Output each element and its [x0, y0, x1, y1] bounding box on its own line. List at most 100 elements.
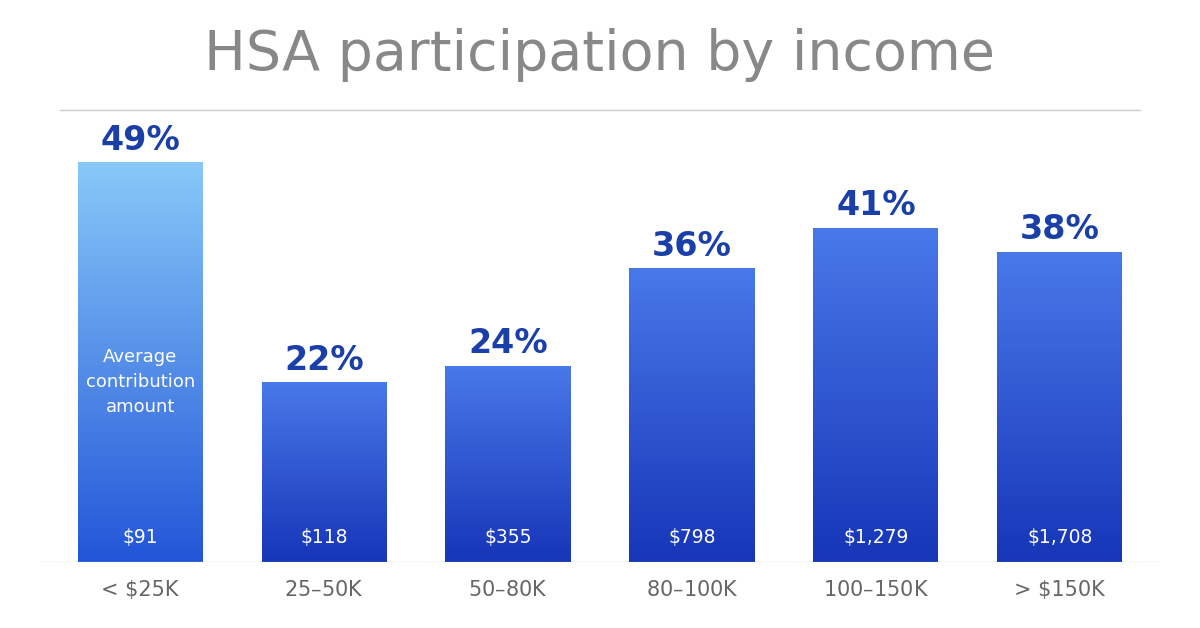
Bar: [445, 426, 570, 427]
Bar: [262, 467, 386, 468]
Bar: [630, 346, 755, 348]
Bar: [78, 528, 203, 530]
Bar: [445, 485, 570, 487]
Bar: [262, 437, 386, 438]
Bar: [997, 474, 1122, 475]
Bar: [445, 401, 570, 403]
Bar: [814, 472, 938, 473]
Bar: [78, 304, 203, 306]
Bar: [997, 529, 1122, 531]
Bar: [997, 455, 1122, 457]
Bar: [262, 496, 386, 497]
Bar: [262, 515, 386, 516]
Bar: [814, 441, 938, 443]
Bar: [78, 314, 203, 316]
Bar: [445, 465, 570, 466]
Bar: [262, 546, 386, 548]
Bar: [630, 519, 755, 521]
Bar: [814, 548, 938, 550]
Bar: [814, 335, 938, 336]
Bar: [814, 493, 938, 495]
Bar: [445, 438, 570, 440]
Bar: [997, 335, 1122, 337]
Bar: [78, 224, 203, 226]
Bar: [630, 286, 755, 288]
Bar: [262, 534, 386, 536]
Bar: [262, 382, 386, 383]
Bar: [262, 435, 386, 436]
Bar: [814, 306, 938, 308]
Bar: [262, 501, 386, 502]
Bar: [262, 538, 386, 539]
Bar: [997, 436, 1122, 438]
Bar: [262, 506, 386, 507]
Bar: [445, 457, 570, 458]
Bar: [814, 448, 938, 450]
Bar: [630, 324, 755, 325]
Bar: [78, 494, 203, 496]
Bar: [78, 416, 203, 418]
Bar: [78, 394, 203, 396]
Bar: [445, 394, 570, 396]
Bar: [814, 257, 938, 259]
Bar: [445, 376, 570, 377]
Bar: [630, 371, 755, 372]
Bar: [78, 362, 203, 364]
Bar: [262, 472, 386, 473]
Bar: [445, 491, 570, 492]
Bar: [262, 421, 386, 422]
Text: 49%: 49%: [101, 124, 180, 157]
Bar: [630, 548, 755, 550]
Bar: [630, 507, 755, 509]
Bar: [262, 431, 386, 433]
Bar: [78, 506, 203, 508]
Bar: [445, 556, 570, 557]
Bar: [445, 405, 570, 406]
Bar: [814, 384, 938, 386]
Bar: [630, 489, 755, 490]
Bar: [630, 444, 755, 446]
Title: HSA participation by income: HSA participation by income: [204, 28, 996, 82]
Bar: [997, 467, 1122, 469]
Bar: [445, 480, 570, 482]
Bar: [445, 380, 570, 381]
Bar: [814, 268, 938, 269]
Bar: [630, 425, 755, 427]
Bar: [78, 428, 203, 430]
Bar: [78, 470, 203, 472]
Bar: [445, 554, 570, 555]
Bar: [445, 537, 570, 538]
Bar: [262, 519, 386, 521]
Bar: [997, 424, 1122, 426]
Bar: [997, 445, 1122, 447]
Bar: [262, 508, 386, 509]
Bar: [997, 512, 1122, 514]
Bar: [445, 451, 570, 452]
Bar: [997, 295, 1122, 297]
Bar: [78, 462, 203, 464]
Bar: [997, 535, 1122, 537]
Bar: [262, 412, 386, 413]
Bar: [262, 446, 386, 447]
Bar: [78, 546, 203, 548]
Bar: [262, 531, 386, 532]
Bar: [997, 557, 1122, 558]
Bar: [814, 545, 938, 546]
Bar: [445, 550, 570, 551]
Bar: [445, 504, 570, 505]
Bar: [814, 295, 938, 296]
Bar: [630, 453, 755, 455]
Bar: [445, 374, 570, 375]
Bar: [814, 291, 938, 293]
Bar: [814, 431, 938, 433]
Bar: [814, 276, 938, 278]
Bar: [997, 484, 1122, 486]
Bar: [997, 495, 1122, 497]
Bar: [630, 455, 755, 456]
Bar: [78, 524, 203, 526]
Bar: [997, 263, 1122, 264]
Bar: [814, 490, 938, 492]
Bar: [78, 298, 203, 300]
Bar: [78, 238, 203, 241]
Bar: [262, 530, 386, 531]
